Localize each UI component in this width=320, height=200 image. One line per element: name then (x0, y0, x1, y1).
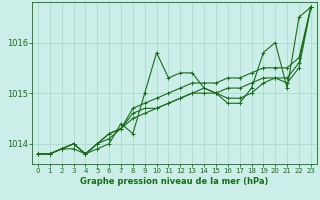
X-axis label: Graphe pression niveau de la mer (hPa): Graphe pression niveau de la mer (hPa) (80, 177, 268, 186)
